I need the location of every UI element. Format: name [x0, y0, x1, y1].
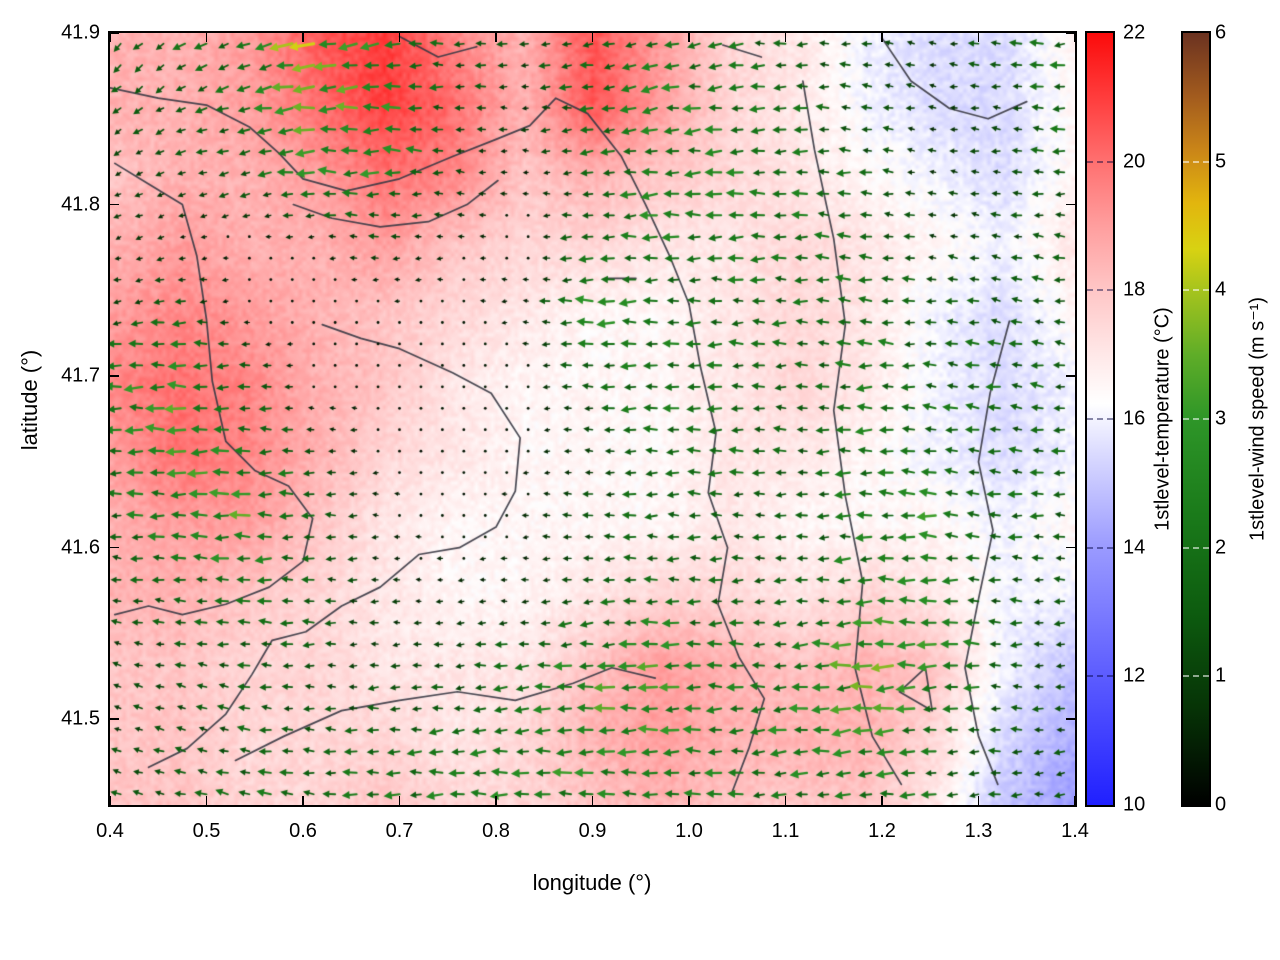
x-tick-label: 0.5: [192, 820, 221, 842]
x-tick-mark: [109, 796, 111, 805]
colorbar-tick-label: 16: [1123, 407, 1146, 430]
x-tick-label: 1.3: [964, 820, 993, 842]
colorbar-tick-label: 20: [1123, 150, 1146, 173]
x-tick-label: 0.4: [96, 820, 124, 842]
x-tick-mark: [205, 33, 208, 42]
x-tick-mark: [977, 33, 980, 42]
x-tick-mark: [1074, 33, 1076, 42]
x-tick-mark: [302, 33, 304, 42]
y-tick-mark: [110, 203, 119, 206]
temperature-colorbar-label: 1stlevel-temperature (°C): [1151, 307, 1174, 531]
colorbar-tick-label: 10: [1123, 793, 1146, 816]
colorbar-tick-line: [1087, 546, 1113, 549]
x-tick-label: 1.4: [1061, 820, 1089, 842]
x-tick-mark: [495, 796, 497, 805]
colorbar-tick-label: 6: [1215, 21, 1227, 44]
x-tick-mark: [1074, 796, 1076, 805]
x-tick-mark: [688, 796, 690, 805]
x-tick-mark: [205, 796, 208, 805]
y-tick-mark: [1066, 203, 1075, 206]
y-tick-mark: [110, 375, 119, 377]
x-tick-label: 0.9: [578, 820, 607, 842]
x-tick-mark: [591, 796, 594, 805]
x-tick-mark: [784, 33, 787, 42]
x-tick-mark: [881, 796, 883, 805]
x-tick-label: 1.0: [675, 820, 703, 842]
y-tick-label: 41.7: [61, 364, 100, 387]
x-tick-mark: [302, 796, 304, 805]
colorbar-tick-line: [1183, 289, 1209, 292]
colorbar-tick-label: 5: [1215, 150, 1227, 173]
x-tick-mark: [398, 33, 401, 42]
colorbar-tick-label: 18: [1123, 278, 1146, 301]
x-tick-mark: [398, 796, 401, 805]
x-tick-mark: [881, 33, 883, 42]
temperature-colorbar: [1085, 31, 1115, 807]
x-axis-label: longitude (°): [532, 870, 652, 895]
x-tick-mark: [688, 33, 690, 42]
colorbar-tick-label: 4: [1215, 278, 1227, 301]
x-tick-label: 0.7: [385, 820, 414, 842]
y-tick-mark: [110, 718, 119, 720]
colorbar-tick-label: 3: [1215, 407, 1227, 430]
y-tick-mark: [1066, 546, 1075, 549]
x-tick-mark: [591, 33, 594, 42]
colorbar-tick-line: [1087, 418, 1113, 420]
colorbar-tick-label: 14: [1123, 536, 1146, 559]
x-tick-mark: [784, 796, 787, 805]
colorbar-tick-label: 22: [1123, 21, 1146, 44]
colorbar-tick-line: [1087, 675, 1113, 678]
colorbar-tick-line: [1183, 418, 1209, 420]
x-tick-label: 0.8: [482, 820, 510, 842]
colorbar-tick-label: 1: [1215, 664, 1227, 687]
wind-speed-colorbar: [1181, 31, 1211, 807]
y-tick-mark: [1066, 375, 1075, 377]
colorbar-tick-line: [1183, 675, 1209, 678]
y-tick-label: 41.9: [61, 21, 100, 44]
y-tick-label: 41.8: [61, 193, 100, 216]
colorbar-tick-line: [1087, 289, 1113, 292]
y-tick-mark: [110, 32, 119, 34]
map-canvas: [110, 33, 1075, 805]
y-tick-mark: [1066, 32, 1075, 34]
y-tick-label: 41.5: [61, 707, 100, 730]
colorbar-tick-label: 2: [1215, 536, 1227, 559]
colorbar-tick-label: 0: [1215, 793, 1227, 816]
x-tick-label: 0.6: [289, 820, 317, 842]
wind-speed-colorbar-label: 1stlevel-wind speed (m s⁻¹): [1246, 297, 1269, 541]
x-tick-mark: [495, 33, 497, 42]
colorbar-tick-line: [1183, 160, 1209, 163]
y-tick-mark: [110, 546, 119, 549]
y-tick-mark: [1066, 718, 1075, 720]
x-tick-mark: [109, 33, 111, 42]
plot-area: [108, 31, 1077, 807]
colorbar-tick-label: 12: [1123, 664, 1146, 687]
y-tick-label: 41.6: [61, 536, 100, 559]
colorbar-tick-line: [1183, 546, 1209, 549]
colorbar-tick-line: [1087, 160, 1113, 163]
x-tick-mark: [977, 796, 980, 805]
x-tick-label: 1.2: [868, 820, 896, 842]
x-tick-label: 1.1: [771, 820, 800, 842]
